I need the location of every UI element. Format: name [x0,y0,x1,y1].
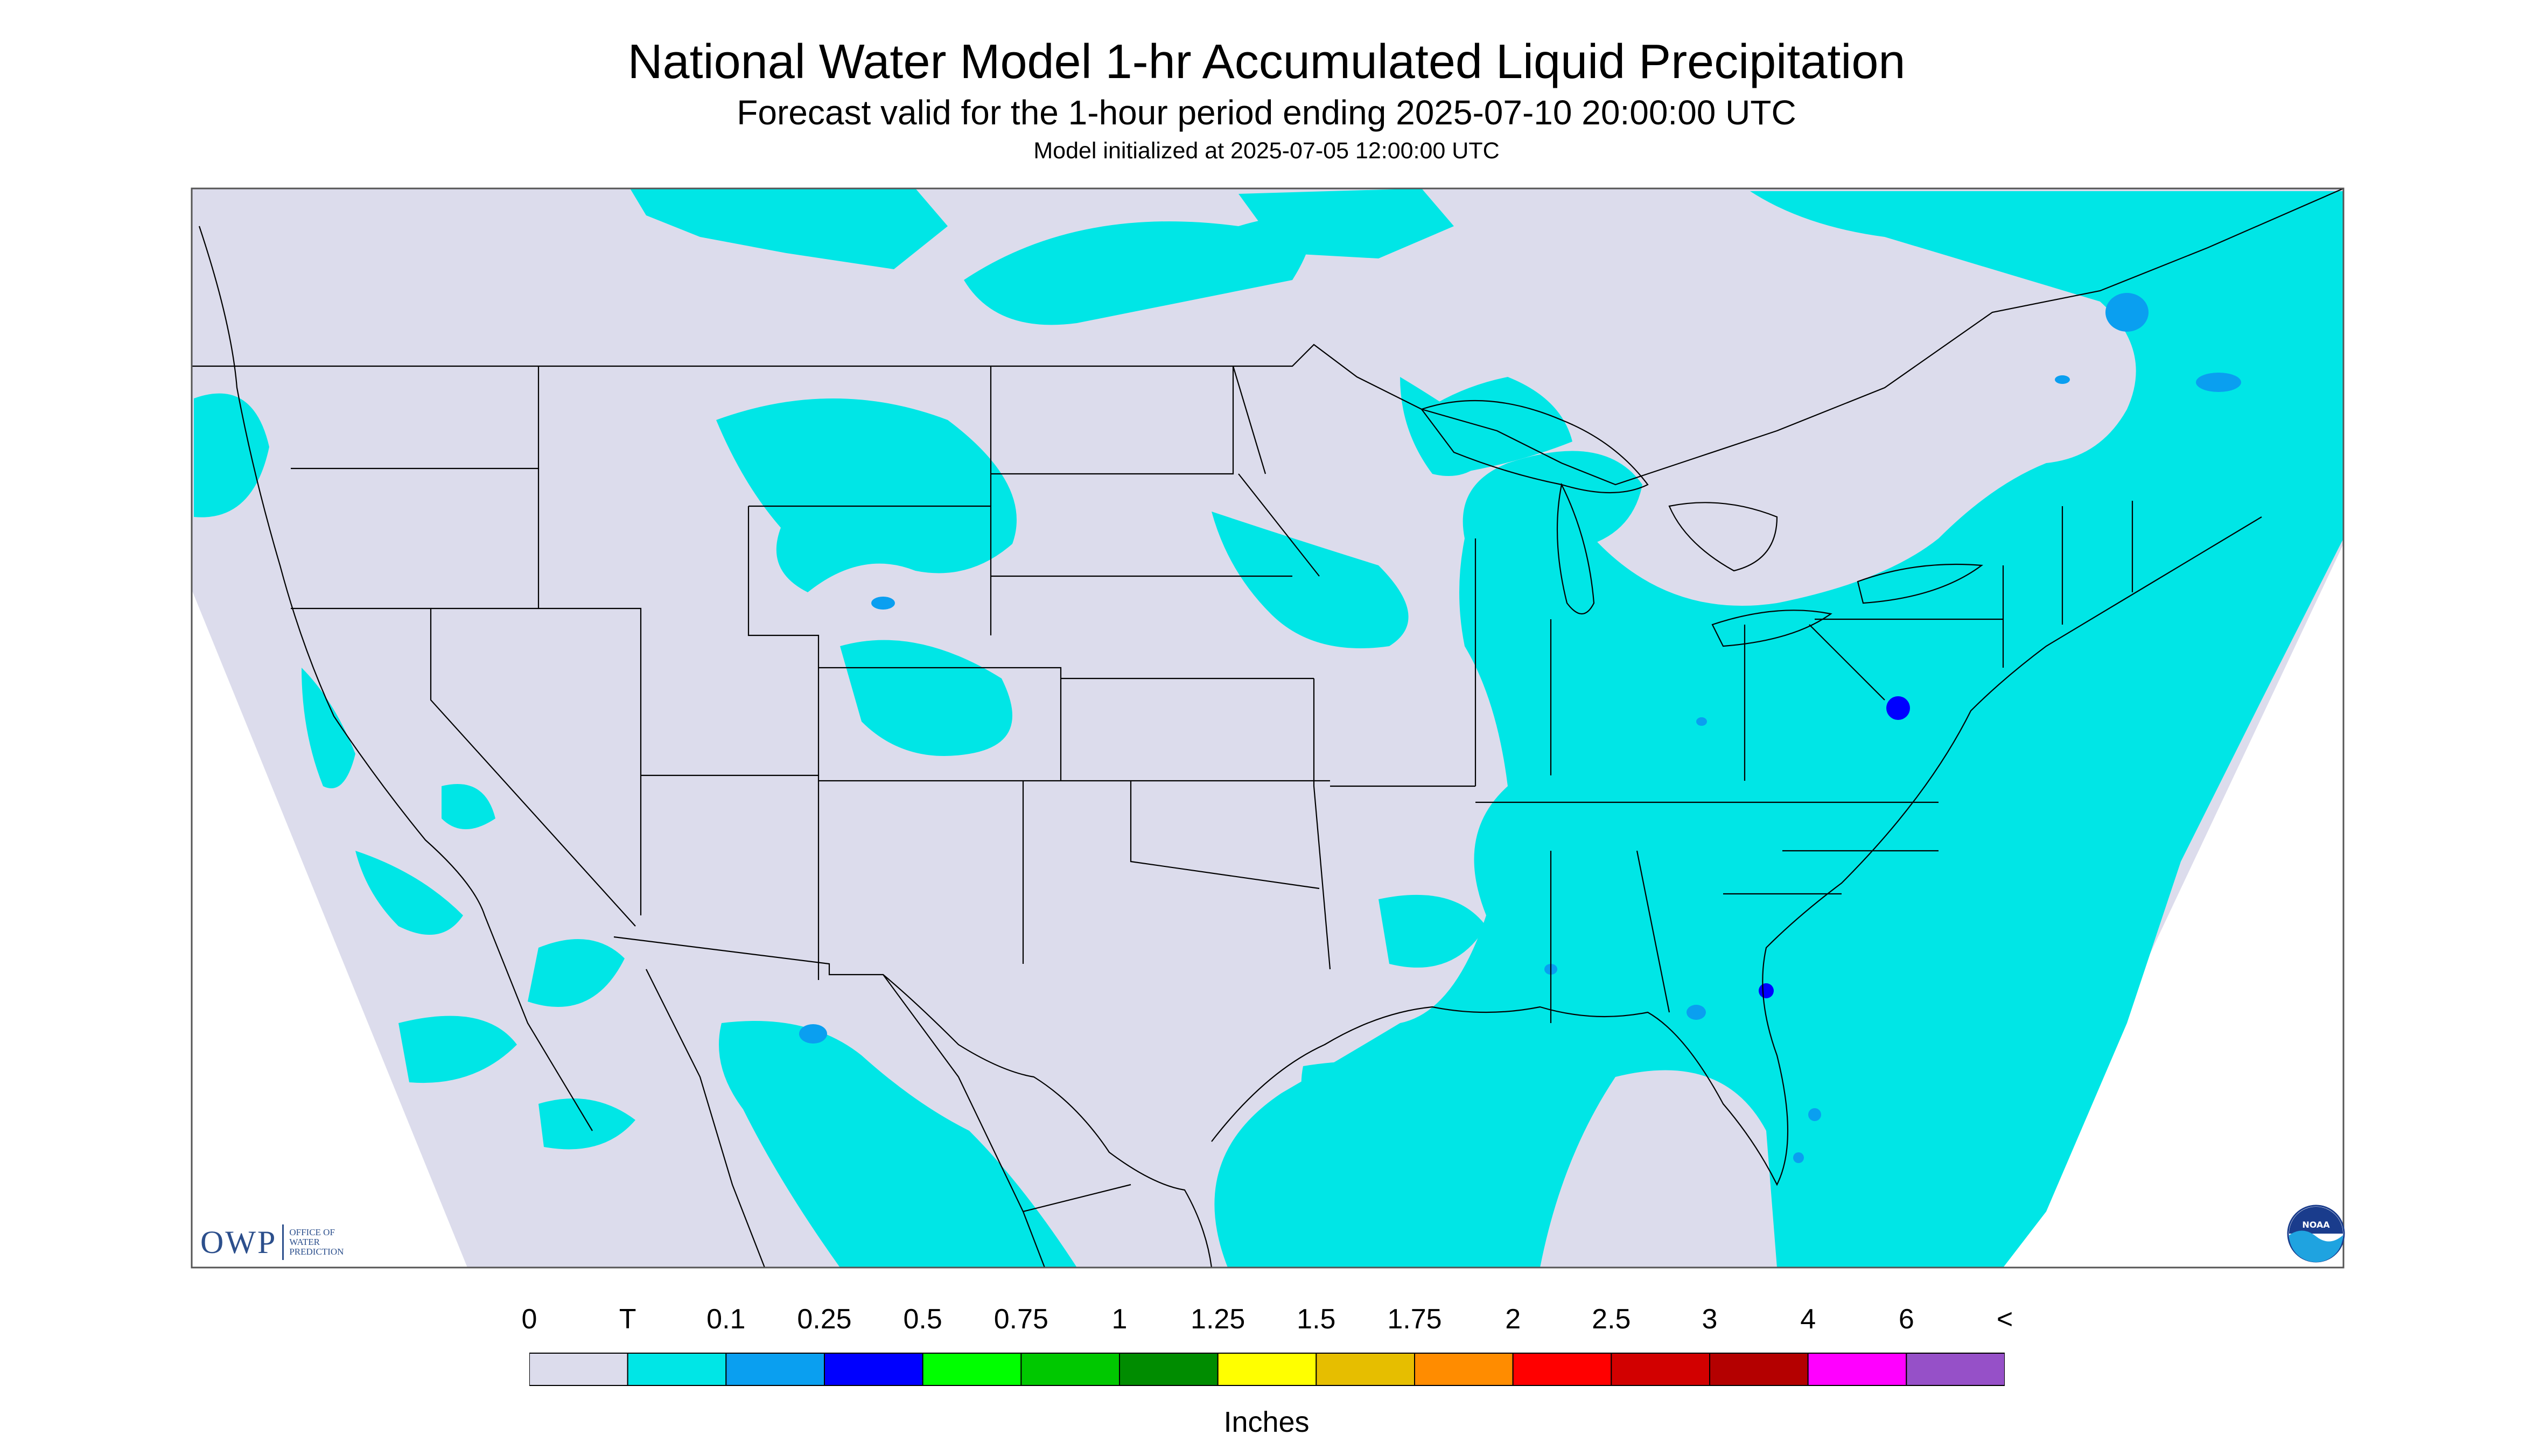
noaa-logo-text: NOAA [2302,1220,2330,1230]
owp-logo-line-2: WATER [289,1237,320,1247]
political-boundaries [192,187,2344,1268]
owp-logo: OWP OFFICE OF WATER PREDICTION [200,1223,370,1261]
legend-tick-label: 1 [1111,1304,1128,1335]
legend-swatch-7 [1217,1353,1317,1386]
legend-swatch-2 [725,1353,825,1386]
legend-swatch-12 [1709,1353,1809,1386]
map-domain [191,187,2345,1269]
legend-swatch-10 [1512,1353,1612,1386]
legend-swatch-8 [1316,1353,1415,1386]
legend-swatch-4 [922,1353,1022,1386]
legend-tick-label: 6 [1898,1304,1914,1335]
legend-swatch-5 [1020,1353,1121,1386]
legend-tick-label: 0.25 [797,1304,852,1335]
legend-swatch-9 [1414,1353,1514,1386]
owp-logo-line-3: PREDICTION [289,1247,344,1257]
owp-logo-divider [282,1224,284,1260]
legend-tick-label: 0 [521,1304,537,1335]
map-title: National Water Model 1-hr Accumulated Li… [627,35,1906,89]
model-init-caption: Model initialized at 2025-07-05 12:00:00… [1033,138,1500,164]
legend-swatch-0 [529,1353,628,1386]
legend-tick-label: T [619,1304,636,1335]
noaa-logo: NOAA [2287,1205,2345,1263]
map-border [191,187,2345,1269]
legend-tick-label: 2.5 [1592,1304,1631,1335]
legend-swatch-11 [1611,1353,1710,1386]
legend-swatch-3 [824,1353,923,1386]
legend-units-label: Inches [1223,1406,1310,1438]
legend-tick-label: 1.25 [1191,1304,1245,1335]
precip-color-legend [529,1353,2005,1386]
legend-tick-label: 0.75 [993,1304,1048,1335]
legend-swatch-13 [1807,1353,1907,1386]
legend-tick-label: 4 [1800,1304,1816,1335]
forecast-valid-subtitle: Forecast valid for the 1-hour period end… [737,93,1796,132]
light-precip-spots [799,293,2241,1163]
legend-tick-label: < [1996,1304,2013,1335]
legend-tick-label: 3 [1702,1304,1718,1335]
owp-logo-text: OFFICE OF WATER PREDICTION [289,1228,370,1257]
legend-tick-label: 1.5 [1297,1304,1336,1335]
legend-tick-label: 0.5 [903,1304,942,1335]
legend-tick-label: 1.75 [1387,1304,1442,1335]
legend-tick-label: 0.1 [706,1304,746,1335]
legend-swatch-6 [1119,1353,1219,1386]
legend-swatch-1 [627,1353,727,1386]
legend-swatch-14 [1906,1353,2005,1386]
owp-logo-mark: OWP [200,1224,277,1260]
legend-tick-label: 2 [1505,1304,1521,1335]
owp-logo-line-1: OFFICE OF [289,1227,335,1237]
